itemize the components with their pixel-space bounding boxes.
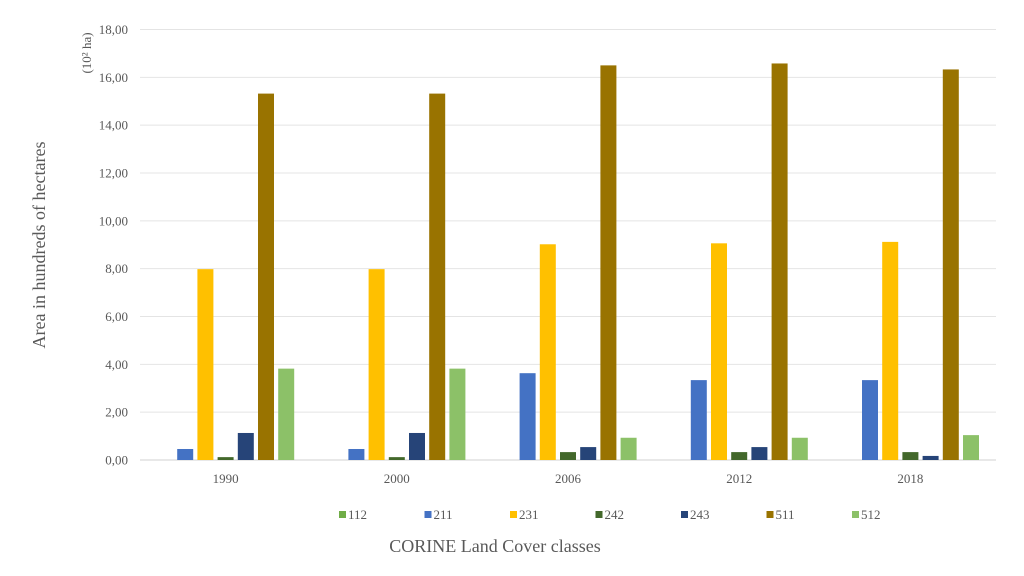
y-tick-label: 2,00 xyxy=(105,405,128,420)
legend-swatch xyxy=(852,511,859,518)
x-tick-labels: 1990 2000 2006 2012 2018 xyxy=(213,471,924,486)
bar-512-1990 xyxy=(278,368,295,460)
legend-item-243: 243 xyxy=(681,507,710,522)
x-tick-label: 2006 xyxy=(555,471,582,486)
legend-item-242: 242 xyxy=(595,507,625,522)
y-tick-label: 4,00 xyxy=(105,357,128,372)
y-tick-label: 8,00 xyxy=(105,261,128,276)
legend-item-511: 511 xyxy=(766,507,795,522)
legend-item-112: 112 xyxy=(339,507,367,522)
bars xyxy=(177,63,979,461)
bar-231-1990 xyxy=(197,269,214,460)
legend-swatch xyxy=(595,511,603,518)
bar-512-2018 xyxy=(963,435,979,460)
legend-item-231: 231 xyxy=(510,507,539,522)
x-axis-title: CORINE Land Cover classes xyxy=(389,536,600,556)
bar-231-2012 xyxy=(711,243,727,460)
legend-item-512: 512 xyxy=(852,507,881,522)
y-tick-labels: 0,00 2,00 4,00 6,00 8,00 10,00 12,00 14,00 16,00… xyxy=(99,22,128,468)
x-tick-label: 2000 xyxy=(384,471,410,486)
legend-label: 512 xyxy=(861,507,881,522)
legend-swatch xyxy=(510,511,517,518)
x-tick-label: 1990 xyxy=(213,471,239,486)
bar-211-2006 xyxy=(519,373,536,460)
bar-242-2012 xyxy=(731,452,748,460)
bar-511-2018 xyxy=(942,69,959,461)
bar-242-1990 xyxy=(217,457,234,460)
legend-label: 112 xyxy=(348,507,367,522)
bar-511-1990 xyxy=(258,93,274,460)
bar-243-2000 xyxy=(409,432,425,460)
bar-211-2018 xyxy=(862,380,878,460)
bar-243-2006 xyxy=(580,447,597,460)
bar-512-2000 xyxy=(449,368,466,460)
y-tick-label: 10,00 xyxy=(99,213,128,228)
y-axis-unit-label: (10² ha) xyxy=(79,32,94,73)
legend-label: 231 xyxy=(519,507,539,522)
legend-label: 211 xyxy=(434,507,453,522)
bar-243-2018 xyxy=(922,455,939,460)
y-tick-label: 16,00 xyxy=(99,70,128,85)
bar-231-2000 xyxy=(368,269,385,460)
legend-item-211: 211 xyxy=(424,507,453,522)
y-tick-label: 6,00 xyxy=(105,309,128,324)
bar-242-2018 xyxy=(902,452,919,460)
legend-label: 243 xyxy=(690,507,710,522)
bar-511-2012 xyxy=(771,63,788,460)
bar-231-2018 xyxy=(882,241,899,460)
x-tick-label: 2012 xyxy=(726,471,752,486)
x-tick-label: 2018 xyxy=(897,471,923,486)
legend-swatch xyxy=(766,511,774,518)
legend-swatch xyxy=(681,511,688,518)
y-tick-label: 12,00 xyxy=(99,166,128,181)
legend-swatch xyxy=(424,511,432,518)
legend: 112 211 231 242 243 511 512 xyxy=(339,507,881,522)
bar-242-2006 xyxy=(560,452,576,460)
legend-label: 511 xyxy=(776,507,795,522)
legend-swatch xyxy=(339,511,346,518)
bar-242-2000 xyxy=(388,457,405,460)
bar-243-1990 xyxy=(237,432,254,460)
bar-211-1990 xyxy=(177,448,194,460)
bar-511-2000 xyxy=(429,93,446,460)
bar-211-2000 xyxy=(348,448,365,460)
bar-211-2012 xyxy=(690,380,707,460)
bar-511-2006 xyxy=(600,65,617,460)
bar-231-2006 xyxy=(539,244,556,460)
legend-label: 242 xyxy=(605,507,625,522)
bar-512-2012 xyxy=(791,437,808,460)
y-axis-title: Area in hundreds of hectares xyxy=(29,142,49,349)
bar-243-2012 xyxy=(751,447,768,460)
y-tick-label: 18,00 xyxy=(99,22,128,37)
y-tick-label: 14,00 xyxy=(99,118,128,133)
y-tick-label: 0,00 xyxy=(105,453,128,468)
bar-512-2006 xyxy=(620,437,637,460)
